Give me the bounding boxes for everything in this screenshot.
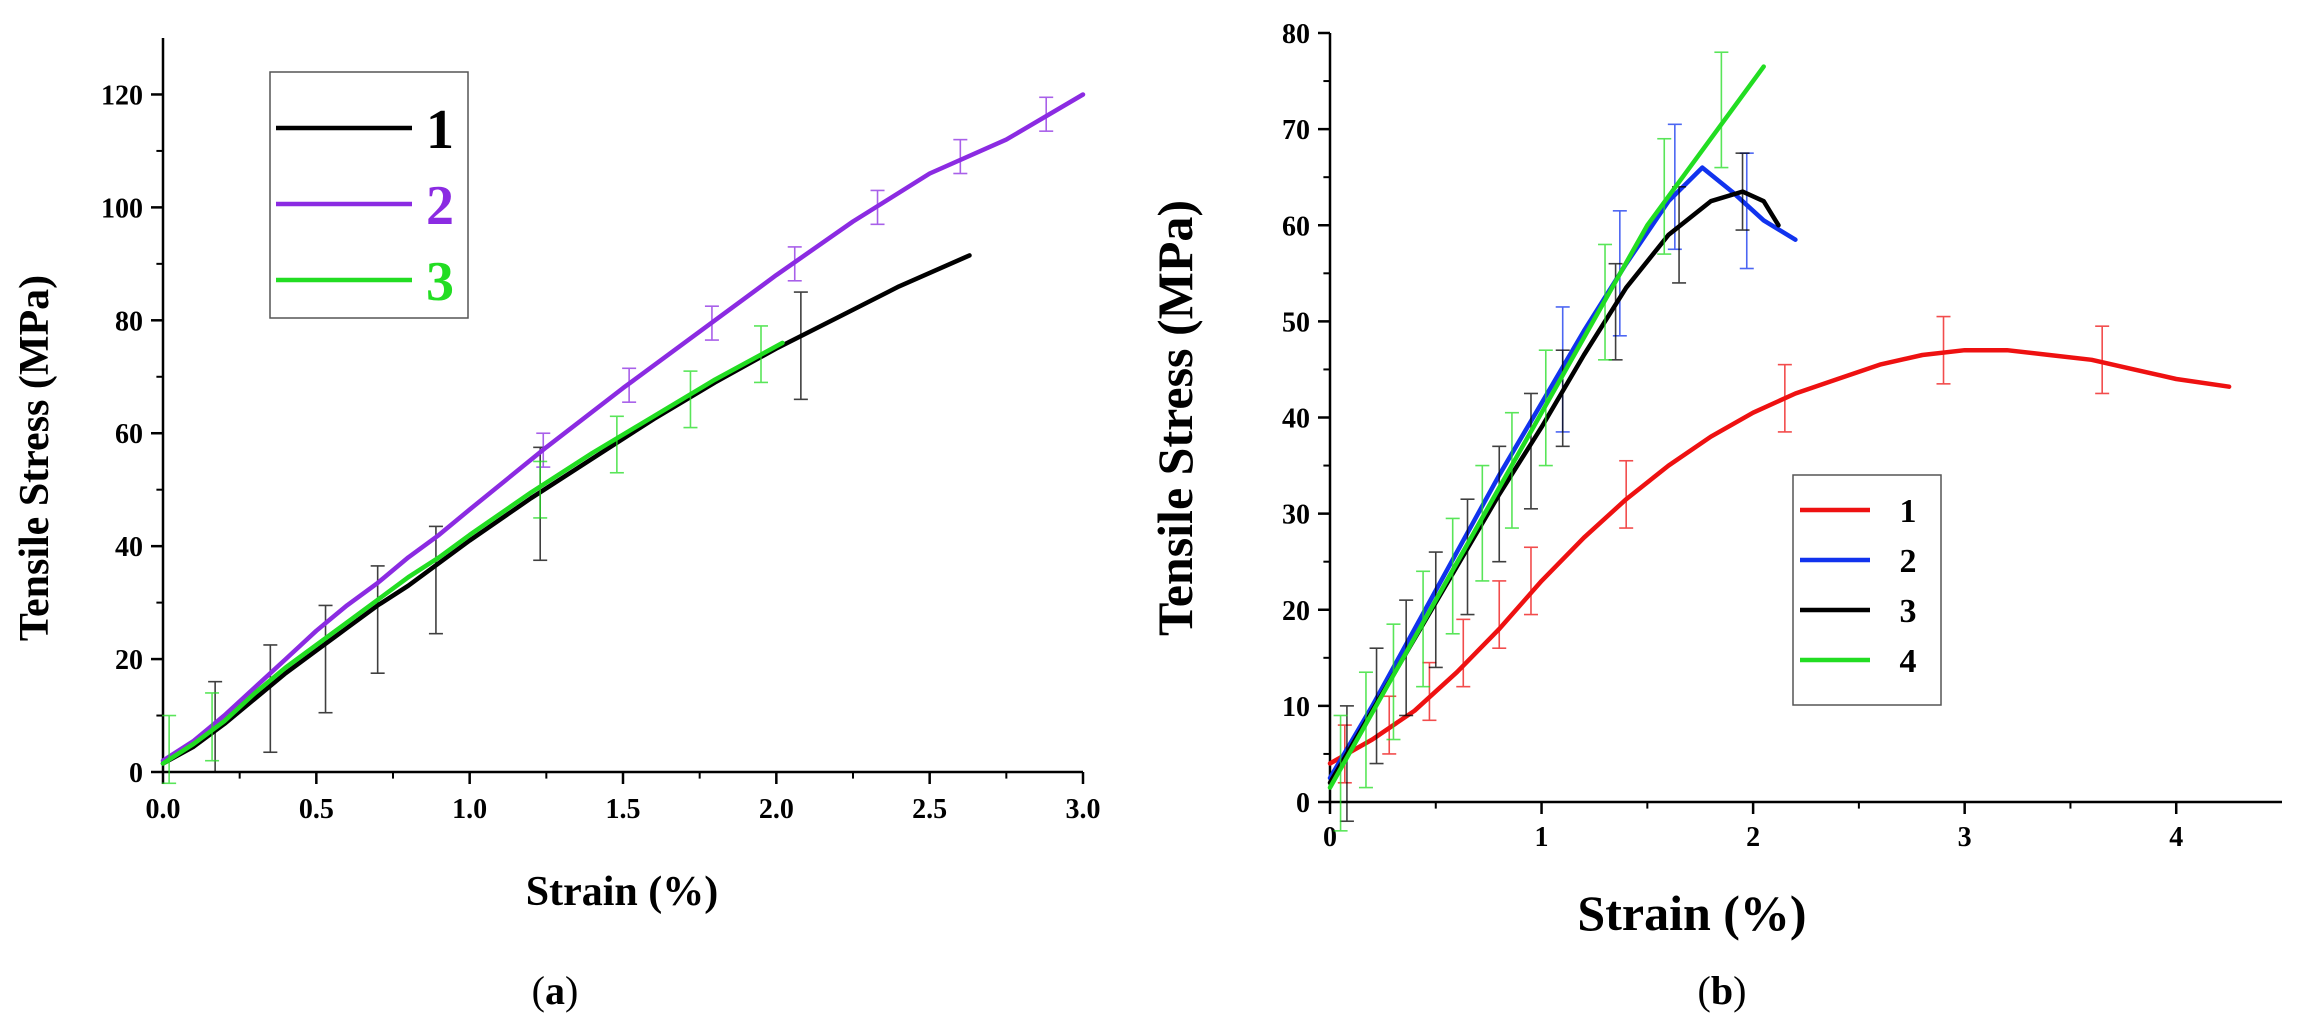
chart-a-y-tick-label: 0 — [129, 758, 143, 789]
chart-a-x-tick-label: 3.0 — [1066, 794, 1101, 825]
chart-b-series-4-error-bar — [1358, 671, 1373, 789]
chart-b-series-1-error-bar — [1492, 580, 1507, 650]
chart-a-series-3-error-bar — [683, 370, 698, 429]
chart-a-y-tick-label: 100 — [101, 193, 143, 224]
chart-a-series-1-error-bar — [793, 291, 808, 401]
chart-b-series-4-error-bar — [1416, 570, 1431, 688]
chart-a-y-tick-label: 20 — [115, 645, 143, 676]
chart-a-x-tick-label: 1.0 — [452, 794, 487, 825]
chart-a-x-tick-label: 2.0 — [759, 794, 794, 825]
chart-b-legend-box — [1792, 474, 1942, 706]
chart-b-legend-label: 2 — [1900, 543, 1917, 580]
chart-b-caption: (b) — [1698, 968, 1747, 1013]
chart-b-legend-item-4: 4 — [1800, 643, 1917, 680]
chart-b-y-tick-label: 20 — [1282, 596, 1310, 627]
chart-b-y-axis-title: Tensile Stress (MPa) — [1147, 200, 1203, 636]
chart-b-x-tick-label: 3 — [1958, 822, 1972, 853]
chart-a-series-2 — [160, 92, 1086, 763]
chart-b-series-1-error-bar — [1456, 618, 1471, 688]
chart-b-legend-item-1: 1 — [1800, 493, 1917, 530]
chart-b-x-tick-label: 4 — [2169, 822, 2183, 853]
chart-b-y-tick-label: 40 — [1282, 404, 1310, 435]
chart-b-y-tick-label: 60 — [1282, 211, 1310, 242]
chart-b-series-4-error-bar — [1445, 517, 1460, 635]
chart-b-y-tick-label: 0 — [1296, 788, 1310, 819]
chart-b-y-tick-label: 50 — [1282, 307, 1310, 338]
chart-b-series-2-line — [1327, 165, 1798, 781]
chart-b-y-tick-label: 10 — [1282, 692, 1310, 723]
chart-a-y-tick-label: 80 — [115, 306, 143, 337]
chart-b-y-tick-label: 70 — [1282, 115, 1310, 146]
chart-a-legend-item-2: 2 — [276, 175, 454, 237]
chart-b-series-3-error-bar — [1339, 705, 1354, 823]
chart-a-series-3-error-bar — [205, 692, 220, 762]
chart-a-legend-item-3: 3 — [276, 251, 454, 313]
chart-a-legend-box — [269, 71, 469, 319]
chart-a-series-1-error-bar — [428, 525, 443, 635]
chart-b-y-tick-label: 80 — [1282, 19, 1310, 50]
chart-b-y-tick-label: 30 — [1282, 500, 1310, 531]
chart-b-legend-label: 4 — [1900, 643, 1917, 680]
chart-b-series-4-error-bar — [1386, 623, 1401, 741]
chart-b-legend-label: 1 — [1900, 493, 1917, 530]
chart-b-series-1-error-bar — [1936, 315, 1951, 385]
chart-b-series-1-error-bar — [1523, 546, 1538, 616]
chart-b-legend-item-2: 2 — [1800, 543, 1917, 580]
chart-b-series-4-error-bar — [1475, 464, 1490, 582]
chart-a-legend-label: 1 — [426, 99, 454, 161]
chart-a-series-3-error-bar — [609, 415, 624, 474]
chart-a-legend-label: 2 — [426, 175, 454, 237]
chart-a-x-tick-label: 1.5 — [606, 794, 641, 825]
chart-b-x-axis-title: Strain (%) — [1577, 885, 1806, 941]
chart-a-plot-area: 0.0 0.5 1.0 1.5 2.0 2.5 3.0 0 20 40 60 80 100 120 — [101, 38, 1101, 825]
chart-b-legend: 1 2 3 4 — [1792, 474, 1942, 706]
chart-a-legend: 1 2 3 — [269, 71, 469, 319]
chart-b-x-tick-label: 1 — [1535, 822, 1549, 853]
chart-b-series-4-error-bar — [1714, 51, 1729, 169]
chart-b-series-3-error-bar — [1555, 349, 1570, 448]
chart-b-x-tick-label: 2 — [1746, 822, 1760, 853]
chart-a-legend-item-1: 1 — [276, 99, 454, 161]
chart-b-series-4-error-bar — [1657, 137, 1672, 255]
chart-b-series-1-error-bar — [2095, 325, 2110, 395]
chart-a-series-1-error-bar — [263, 644, 278, 754]
chart-b-legend-item-3: 3 — [1800, 593, 1917, 630]
chart-a-legend-label: 3 — [426, 251, 454, 313]
chart-a-series-3-error-bar — [162, 714, 177, 785]
chart-b-x-tick-label: 0 — [1323, 822, 1337, 853]
chart-a-series-3-error-bar — [533, 460, 548, 519]
chart-a-y-tick-label: 40 — [115, 532, 143, 563]
chart-a-series-2-line — [160, 92, 1086, 763]
chart-a-caption: (a) — [532, 968, 579, 1013]
chart-a-x-axis-title: Strain (%) — [526, 869, 719, 915]
chart-b-series-1-error-bar — [1422, 661, 1437, 722]
chart-b-series-3-error-bar — [1492, 445, 1507, 563]
chart-b-series-1-error-bar — [1619, 459, 1634, 529]
chart-a-series-3 — [160, 325, 785, 785]
chart-b-series-4-line — [1327, 64, 1766, 790]
chart-a-x-tick-label: 0.5 — [299, 794, 334, 825]
chart-a-y-axis-title: Tensile Stress (MPa) — [12, 275, 58, 641]
chart-b-series-4 — [1327, 51, 1766, 832]
chart-a-y-tick-label: 60 — [115, 419, 143, 450]
chart-b-series-3-error-bar — [1460, 498, 1475, 616]
chart-a-x-tick-label: 0.0 — [146, 794, 181, 825]
chart-b-series-3-error-bar — [1523, 392, 1538, 510]
chart-b-series-4-error-bar — [1504, 411, 1519, 529]
chart-a: 0.0 0.5 1.0 1.5 2.0 2.5 3.0 0 20 40 60 80 100 120 Str… — [12, 38, 1101, 1013]
chart-a-x-tick-label: 2.5 — [912, 794, 947, 825]
chart-b-series-3-error-bar — [1428, 551, 1443, 669]
chart-b-series-3-error-bar — [1399, 599, 1414, 717]
chart-b-legend-label: 3 — [1900, 593, 1917, 630]
chart-a-series-3-line — [160, 340, 785, 766]
chart-a-series-2-error-bar — [953, 138, 968, 175]
chart-a-y-tick-label: 120 — [101, 80, 143, 111]
chart-b-series-1-line — [1327, 347, 2232, 766]
